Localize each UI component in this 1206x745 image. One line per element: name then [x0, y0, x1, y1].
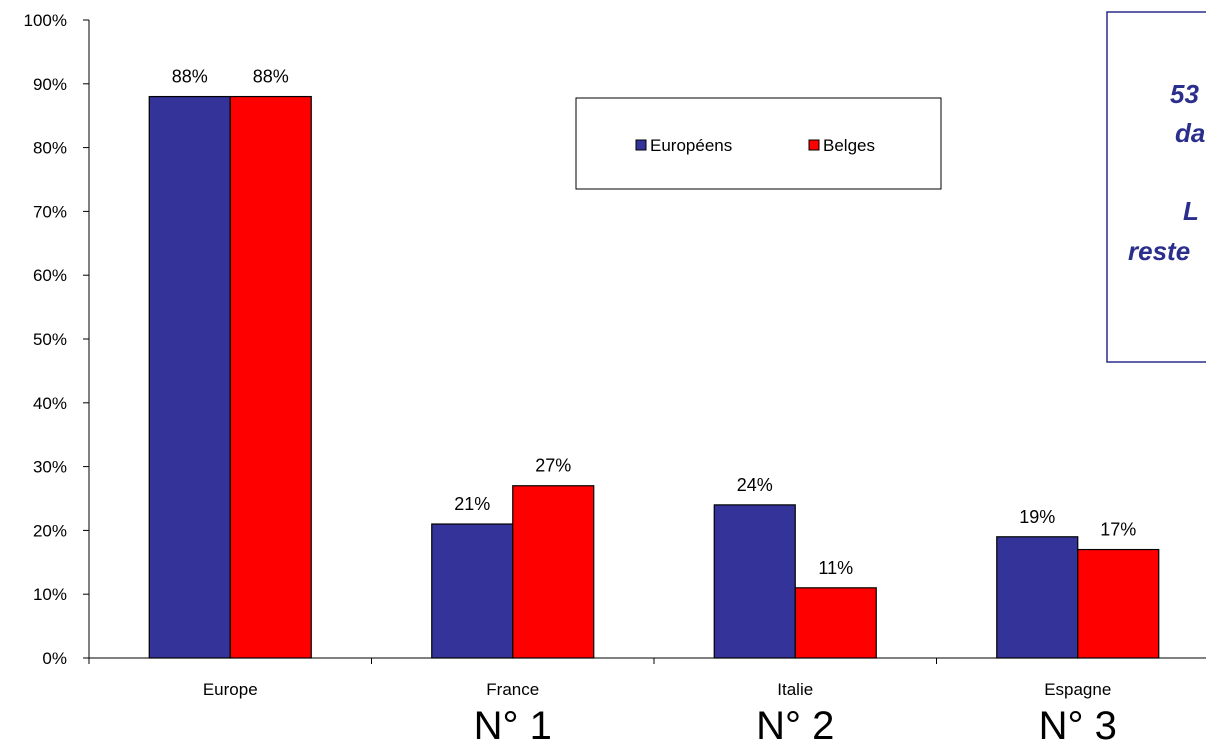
data-label: 88% [253, 67, 289, 87]
category-label: Italie [777, 680, 813, 699]
data-label: 21% [454, 494, 490, 514]
y-tick-label: 90% [33, 75, 67, 94]
bar-Européens-France [431, 523, 514, 659]
bar-Européens-Europe [148, 95, 231, 659]
category-label: Europe [203, 680, 258, 699]
category-labels: Europe France N° 1 Italie N° 2 Espagne N° 3 [203, 680, 1117, 745]
data-label: 19% [1019, 507, 1055, 527]
data-label: 88% [172, 67, 208, 87]
bars [148, 95, 1160, 659]
bar-Belges-Italie [794, 587, 877, 659]
y-tick-label: 60% [33, 266, 67, 285]
y-tick-label: 50% [33, 330, 67, 349]
bar-Belges-France [512, 485, 595, 659]
bar-Belges-Europe [229, 95, 312, 659]
data-labels: 88% 88% 21% 27% 24% 11% 19% 17% [172, 67, 1137, 578]
legend-label: Belges [823, 136, 875, 155]
y-tick-label: 70% [33, 202, 67, 221]
note-text-line: reste [1128, 236, 1190, 266]
y-tick-label: 80% [33, 139, 67, 158]
rank-label: N° 1 [474, 704, 552, 745]
category-label: France [486, 680, 539, 699]
y-tick-label: 40% [33, 394, 67, 413]
y-tick-label: 0% [42, 649, 67, 668]
legend-box [575, 97, 942, 190]
note-box-border [1106, 11, 1206, 363]
bar-Européens-Espagne [996, 536, 1079, 659]
data-label: 24% [737, 475, 773, 495]
data-label: 11% [818, 558, 853, 578]
rank-label: N° 3 [1039, 704, 1117, 745]
legend-swatch [808, 139, 820, 151]
note-text-line: 53 [1170, 79, 1199, 109]
bar-Belges-Espagne [1077, 548, 1160, 659]
legend: Européens Belges [575, 97, 942, 190]
bar-Européens-Italie [713, 504, 796, 659]
y-tick-label: 30% [33, 458, 67, 477]
legend-label: Européens [650, 136, 732, 155]
y-tick-label: 100% [24, 11, 67, 30]
y-tick-label: 20% [33, 521, 67, 540]
y-tick-label: 10% [33, 585, 67, 604]
data-label: 27% [535, 456, 571, 476]
axes: 0% 10% 20% 30% 40% 50% 60% 70% 80% 90% 100% [24, 11, 1206, 668]
legend-swatch [635, 139, 647, 151]
category-label: Espagne [1044, 680, 1111, 699]
note-text-line: da [1175, 118, 1205, 148]
rank-label: N° 2 [756, 704, 834, 745]
data-label: 17% [1100, 520, 1136, 540]
note-text-line: L [1183, 196, 1199, 226]
